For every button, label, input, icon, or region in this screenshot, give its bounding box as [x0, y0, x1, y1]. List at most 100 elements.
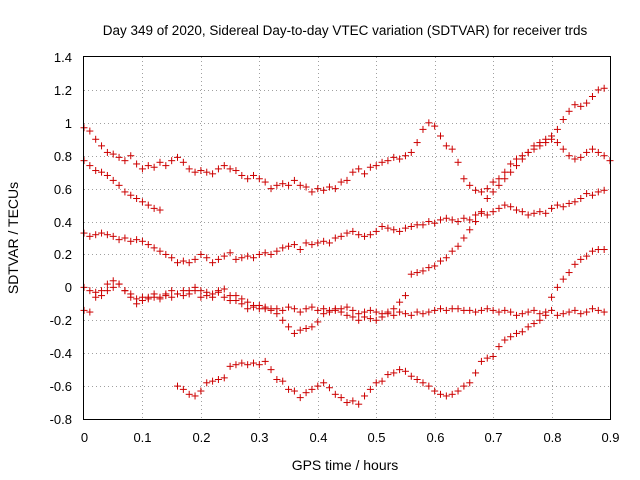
- data-point: [355, 231, 363, 239]
- data-point: [209, 290, 217, 298]
- data-point: [232, 167, 240, 175]
- data-point: [425, 382, 433, 390]
- data-point: [431, 262, 439, 270]
- data-point: [401, 310, 409, 318]
- data-point: [413, 269, 421, 277]
- data-point: [273, 247, 281, 255]
- data-point: [325, 384, 333, 392]
- data-point: [594, 306, 602, 314]
- data-point: [559, 275, 567, 283]
- data-point: [460, 306, 468, 314]
- data-point: [174, 382, 182, 390]
- data-point: [518, 310, 526, 318]
- data-point: [594, 188, 602, 196]
- data-point: [244, 252, 252, 260]
- data-point: [349, 306, 357, 314]
- series-track-6: [174, 246, 608, 408]
- data-point: [559, 116, 567, 124]
- data-point: [419, 221, 427, 229]
- x-tick-label: 0.7: [484, 430, 502, 445]
- data-point: [472, 218, 480, 226]
- data-point: [437, 257, 445, 265]
- data-point: [109, 232, 117, 240]
- data-point: [384, 310, 392, 318]
- data-point: [244, 305, 252, 313]
- data-point: [349, 227, 357, 235]
- data-point: [337, 308, 345, 316]
- y-axis-label: SDTVAR / TECUs: [5, 182, 21, 294]
- data-point: [314, 382, 322, 390]
- data-point: [372, 308, 380, 316]
- data-point: [396, 308, 404, 316]
- data-point: [448, 145, 456, 153]
- data-point: [477, 357, 485, 365]
- data-point: [419, 125, 427, 133]
- data-point: [425, 218, 433, 226]
- data-point: [524, 148, 532, 156]
- data-point: [548, 132, 556, 140]
- data-point: [378, 313, 386, 321]
- data-point: [577, 310, 585, 318]
- data-point: [279, 306, 287, 314]
- data-point: [343, 303, 351, 311]
- data-point: [133, 160, 141, 168]
- data-point: [460, 214, 468, 222]
- data-point: [600, 246, 608, 254]
- data-point: [302, 239, 310, 247]
- data-point: [594, 86, 602, 94]
- data-point: [267, 305, 275, 313]
- series-track-1: [80, 119, 614, 196]
- data-point: [290, 305, 298, 313]
- data-point: [244, 175, 252, 183]
- data-point: [460, 234, 468, 242]
- data-point: [127, 191, 135, 199]
- data-point: [483, 185, 491, 193]
- data-point: [290, 387, 298, 395]
- data-point: [331, 305, 339, 313]
- data-point: [296, 394, 304, 402]
- data-point: [308, 303, 316, 311]
- data-point: [407, 148, 415, 156]
- data-point: [419, 267, 427, 275]
- y-tick-label: 1: [65, 116, 72, 131]
- data-point: [507, 203, 515, 211]
- data-point: [279, 180, 287, 188]
- data-point: [273, 376, 281, 384]
- data-point: [232, 361, 240, 369]
- data-point: [454, 242, 462, 250]
- data-point: [86, 232, 94, 240]
- data-point: [197, 167, 205, 175]
- data-point: [308, 323, 316, 331]
- data-point: [396, 366, 404, 374]
- data-point: [121, 287, 129, 295]
- data-point: [191, 287, 199, 295]
- data-point: [144, 241, 152, 249]
- data-point: [454, 387, 462, 395]
- data-point: [109, 283, 117, 291]
- data-point: [238, 359, 246, 367]
- data-point: [553, 311, 561, 319]
- data-point: [442, 254, 450, 262]
- data-point: [337, 232, 345, 240]
- data-point: [296, 308, 304, 316]
- data-point: [442, 142, 450, 150]
- data-point: [483, 305, 491, 313]
- data-point: [407, 270, 415, 278]
- data-point: [267, 185, 275, 193]
- data-point: [273, 181, 281, 189]
- data-point: [524, 323, 532, 331]
- data-point: [214, 287, 222, 295]
- data-point: [460, 382, 468, 390]
- data-point: [191, 392, 199, 400]
- data-point: [179, 385, 187, 393]
- data-point: [588, 305, 596, 313]
- data-point: [103, 171, 111, 179]
- data-point: [168, 293, 176, 301]
- data-point: [285, 242, 293, 250]
- data-point: [226, 165, 234, 173]
- data-point: [185, 165, 193, 173]
- data-point: [179, 257, 187, 265]
- data-point: [425, 119, 433, 127]
- data-point: [390, 153, 398, 161]
- data-point: [331, 234, 339, 242]
